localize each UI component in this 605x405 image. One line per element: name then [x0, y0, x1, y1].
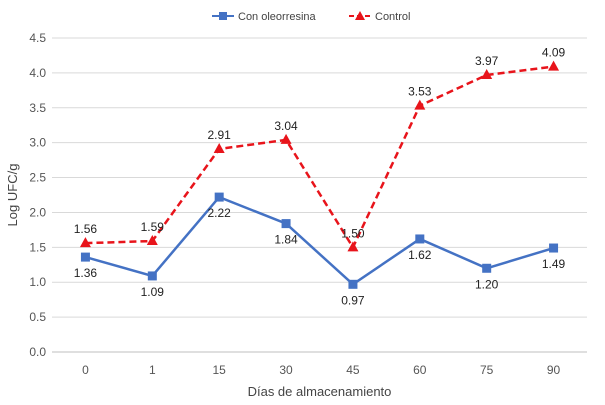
data-point: [281, 219, 291, 229]
data-label: 3.97: [475, 54, 499, 68]
data-label: 1.20: [475, 277, 499, 291]
y-tick-label: 0.5: [29, 310, 46, 324]
data-point: [214, 192, 224, 202]
data-label: 2.22: [208, 206, 232, 220]
legend-label: Control: [375, 11, 410, 23]
x-tick-label: 15: [213, 363, 227, 377]
data-label: 1.36: [74, 266, 98, 280]
data-point: [146, 235, 158, 246]
data-label: 1.84: [274, 233, 298, 247]
data-point: [415, 234, 425, 244]
y-tick-label: 4.5: [29, 31, 46, 45]
x-tick-label: 0: [82, 363, 89, 377]
data-point: [79, 237, 91, 248]
data-label: 3.04: [274, 119, 298, 133]
data-point: [414, 99, 426, 110]
data-label: 1.49: [542, 257, 566, 271]
x-tick-label: 90: [547, 363, 561, 377]
data-point: [481, 68, 493, 79]
x-axis-ticks: 0 1 15 30 45 60 75 90: [82, 363, 560, 377]
data-label: 1.09: [141, 285, 165, 299]
data-point: [548, 60, 560, 71]
legend-marker: [219, 12, 227, 20]
data-point: [213, 142, 225, 153]
y-tick-label: 0.0: [29, 345, 46, 359]
y-tick-label: 1.0: [29, 275, 46, 289]
data-label: 4.09: [542, 46, 566, 60]
data-point: [348, 279, 358, 289]
data-label: 0.97: [341, 293, 365, 307]
series-line-2: [85, 65, 554, 250]
data-label: 1.59: [141, 220, 165, 234]
legend: Con oleorresina Control: [212, 11, 410, 23]
data-label: 1.62: [408, 248, 432, 262]
x-tick-label: 60: [413, 363, 427, 377]
legend-marker: [355, 11, 365, 20]
data-point: [80, 252, 90, 262]
x-tick-label: 75: [480, 363, 494, 377]
data-label: 1.56: [74, 222, 98, 236]
x-tick-label: 30: [279, 363, 293, 377]
y-tick-label: 2.0: [29, 205, 46, 219]
data-point: [147, 271, 157, 281]
y-tick-label: 1.5: [29, 240, 46, 254]
series-group: [79, 60, 560, 289]
y-tick-label: 4.0: [29, 66, 46, 80]
data-labels: 1.36 1.09 2.22 1.84 0.97 1.62 1.20 1.49 1.56 1.59…: [74, 46, 566, 308]
x-tick-label: 1: [149, 363, 156, 377]
x-tick-label: 45: [346, 363, 360, 377]
y-axis-ticks: 0.0 0.5 1.0 1.5 2.0 2.5 3.0 3.5 4.0 4.5: [29, 31, 46, 359]
y-axis-title: Log UFC/g: [5, 164, 20, 227]
grid-lines: [52, 37, 587, 318]
y-tick-label: 3.5: [29, 101, 46, 115]
data-label: 3.53: [408, 85, 432, 99]
legend-label: Con oleorresina: [238, 11, 317, 23]
data-label: 2.91: [208, 128, 232, 142]
data-point: [347, 241, 359, 252]
data-label: 1.50: [341, 226, 365, 240]
data-point: [482, 263, 492, 273]
series-line-1: [85, 195, 554, 286]
data-point: [549, 243, 559, 253]
data-point: [280, 133, 292, 144]
x-axis-title: Días de almacenamiento: [248, 384, 392, 399]
y-tick-label: 2.5: [29, 171, 46, 185]
y-tick-label: 3.0: [29, 136, 46, 150]
